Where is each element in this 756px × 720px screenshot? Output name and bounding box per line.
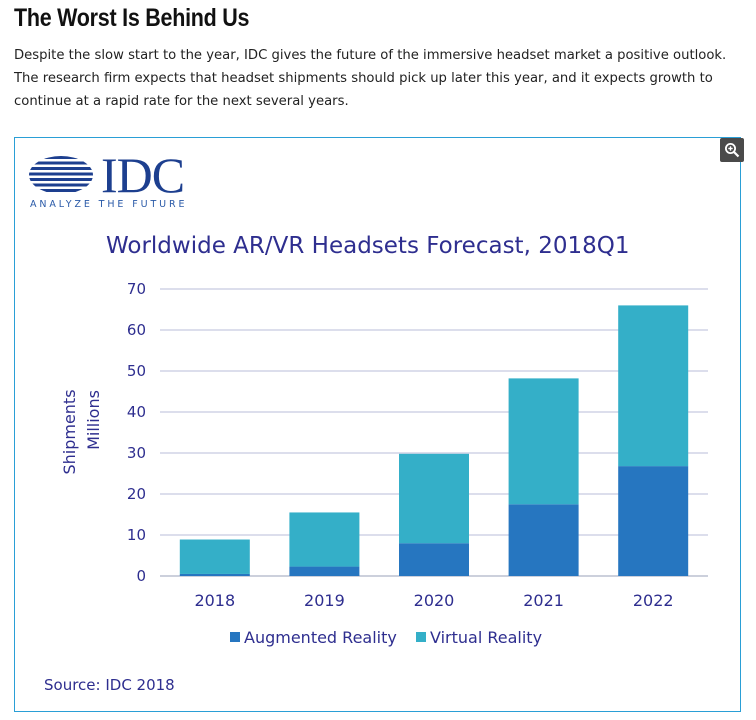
idc-globe-logo: [29, 156, 93, 192]
legend-swatch-vr: [416, 632, 426, 642]
y-axis-unit-label: Millions: [84, 390, 103, 450]
x-tick-label-2022: 2022: [633, 591, 674, 610]
idc-logo-tagline: ANALYZE THE FUTURE: [30, 199, 188, 210]
bar-ar-2021: [508, 504, 579, 576]
chart-source: Source: IDC 2018: [44, 676, 175, 694]
bar-vr-2018: [179, 539, 250, 574]
article-headline: The Worst Is Behind Us: [14, 4, 250, 32]
zoom-button[interactable]: [720, 138, 744, 162]
zoom-in-icon: [725, 143, 740, 158]
bar-ar-2022: [618, 466, 689, 576]
y-tick-label-0: 0: [136, 567, 146, 585]
bar-vr-2019: [289, 512, 360, 567]
article-intro: Despite the slow start to the year, IDC …: [14, 48, 727, 109]
legend-label-vr: Virtual Reality: [430, 628, 542, 647]
x-tick-label-2019: 2019: [304, 591, 345, 610]
bar-vr-2022: [618, 305, 689, 467]
y-tick-label-50: 50: [127, 362, 146, 380]
x-tick-label-2018: 2018: [194, 591, 235, 610]
y-tick-label-10: 10: [127, 526, 146, 544]
bar-vr-2020: [399, 453, 469, 544]
y-tick-label-60: 60: [127, 321, 146, 339]
idc-logo-text: IDC: [101, 147, 185, 203]
legend-label-ar: Augmented Reality: [244, 628, 397, 647]
chart-title: Worldwide AR/VR Headsets Forecast, 2018Q…: [106, 233, 630, 259]
y-tick-label-70: 70: [127, 280, 146, 298]
bar-ar-2018: [179, 573, 250, 576]
bar-ar-2019: [289, 566, 360, 576]
y-axis-label: Shipments: [60, 389, 79, 474]
legend-swatch-ar: [230, 632, 240, 642]
bar-ar-2020: [399, 543, 469, 576]
x-tick-label-2020: 2020: [414, 591, 455, 610]
bar-vr-2021: [508, 378, 579, 505]
x-tick-label-2021: 2021: [523, 591, 564, 610]
y-tick-label-40: 40: [127, 403, 146, 421]
y-tick-label-30: 30: [127, 444, 146, 462]
y-tick-label-20: 20: [127, 485, 146, 503]
